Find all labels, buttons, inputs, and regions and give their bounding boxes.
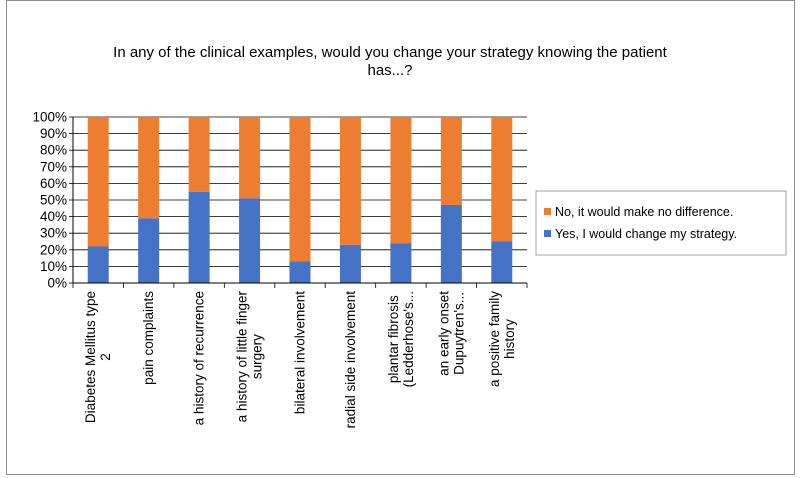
y-tick-label: 90% [40, 126, 67, 141]
x-category-label-line: surgery [250, 334, 265, 379]
x-category-label-line: a positive family [487, 291, 502, 387]
x-category-label: pain complaints [141, 291, 156, 385]
bar-segment [440, 117, 462, 205]
legend-label: No, it would make no difference. [555, 205, 733, 219]
x-category-label: a history of recurrence [192, 291, 207, 425]
legend-swatch [544, 208, 551, 215]
bar-segment [188, 191, 210, 283]
y-tick-label: 100% [32, 110, 67, 125]
x-category-label-line: a history of little finger [235, 290, 250, 422]
bar-segment [339, 117, 361, 245]
legend-label: Yes, I would change my strategy. [555, 227, 737, 241]
legend: No, it would make no difference. Yes, I w… [535, 190, 787, 256]
x-category-label: a history of little fingersurgery [235, 290, 265, 422]
x-category-label: plantar fibrosis(Ledderhose's... [386, 291, 416, 387]
x-category-label-line: Diabetes Mellitus type [83, 291, 98, 423]
bar-segment [339, 244, 361, 283]
bars [87, 117, 513, 283]
bar-segment [289, 261, 311, 283]
y-tick-label: 60% [40, 176, 67, 191]
x-category-label-line: history [502, 319, 517, 359]
x-category-label: radial side involvement [343, 291, 358, 429]
bar-segment [87, 246, 109, 283]
x-category-label-line: Dupuytren's... [451, 292, 466, 375]
bar-segment [239, 198, 261, 283]
y-tick-label: 40% [40, 209, 67, 224]
bar-segment [390, 243, 412, 283]
legend-box [535, 190, 787, 256]
y-axis-ticks: 0% 10% 20%30% 40%50% 60% 70%80% 90%100% [32, 110, 73, 291]
x-category-label-line: radial side involvement [343, 291, 358, 429]
x-category-label-line: bilateral involvement [293, 291, 308, 414]
axes [72, 117, 528, 288]
y-tick-label: 50% [40, 193, 67, 208]
bar-segment [138, 117, 160, 219]
y-tick-label: 20% [40, 242, 67, 257]
bar-segment [239, 117, 261, 199]
x-category-label: Diabetes Mellitus type2 [83, 291, 113, 423]
chart-title: In any of the clinical examples, would y… [113, 44, 667, 79]
y-tick-label: 30% [40, 226, 67, 241]
x-category-label-line: (Ledderhose's... [401, 291, 416, 387]
y-tick-label: 80% [40, 143, 67, 158]
bar-segment [491, 241, 513, 283]
y-tick-label: 0% [47, 276, 67, 291]
legend-swatch [544, 230, 551, 237]
x-category-label-line: a history of recurrence [192, 291, 207, 425]
x-category-label-line: an early onset [436, 291, 451, 376]
x-category-label: an early onsetDupuytren's... [436, 291, 466, 376]
bar-segment [289, 117, 311, 262]
bar-segment [138, 218, 160, 283]
y-tick-label: 10% [40, 259, 67, 274]
x-category-label: a positive familyhistory [487, 291, 517, 387]
x-category-label-line: pain complaints [141, 291, 156, 385]
bar-segment [390, 117, 412, 244]
y-tick-label: 70% [40, 159, 67, 174]
bar-segment [188, 117, 210, 192]
x-axis-labels: Diabetes Mellitus type2 pain complaints a … [83, 290, 517, 428]
x-category-label-line: 2 [98, 353, 113, 361]
x-category-label-line: plantar fibrosis [386, 295, 401, 383]
x-category-label: bilateral involvement [293, 291, 308, 414]
bar-segment [440, 204, 462, 283]
bar-segment [87, 117, 109, 247]
bar-segment [491, 117, 513, 242]
